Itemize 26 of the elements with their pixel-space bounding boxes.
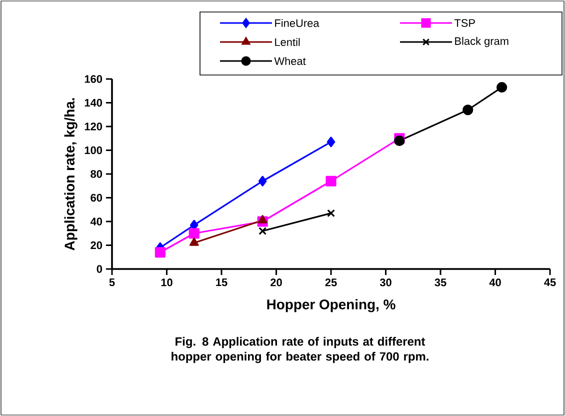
x-tick-label: 45 bbox=[544, 278, 556, 286]
y-tick-label: 20 bbox=[90, 241, 102, 250]
legend-label: Wheat bbox=[274, 56, 306, 66]
y-tick-label: 40 bbox=[90, 218, 102, 226]
x-tick-label: 25 bbox=[325, 278, 337, 286]
x-tick-label: 40 bbox=[489, 278, 501, 286]
y-tick-label: 140 bbox=[84, 98, 102, 107]
y-tick-label: 0 bbox=[96, 265, 102, 273]
y-tick-label: 100 bbox=[84, 146, 102, 154]
legend-label: Lentil bbox=[275, 38, 300, 46]
x-tick-label: 15 bbox=[216, 278, 228, 286]
y-tick-label: 60 bbox=[90, 194, 102, 202]
y-tick-label: 80 bbox=[90, 170, 102, 178]
legend-label: TSP bbox=[454, 19, 475, 27]
y-axis-title: Application rate, kg/ha. bbox=[64, 98, 78, 250]
legend-label: FineUrea bbox=[275, 18, 320, 28]
legend-label: Black gram bbox=[455, 36, 508, 48]
x-tick-label: 20 bbox=[270, 278, 282, 286]
x-tick-label: 30 bbox=[380, 278, 392, 286]
x-tick-label: 35 bbox=[434, 278, 446, 286]
x-tick-label: 10 bbox=[161, 278, 172, 286]
x-axis-title: Hopper Opening, % bbox=[267, 299, 396, 312]
caption: Fig. 8 Application rate of inputs at different hopper opening for beater speed of 700 rpm. bbox=[172, 336, 428, 364]
x-tick-label: 5 bbox=[109, 278, 115, 286]
y-tick-label: 160 bbox=[84, 75, 102, 83]
y-tick-label: 120 bbox=[84, 122, 102, 130]
